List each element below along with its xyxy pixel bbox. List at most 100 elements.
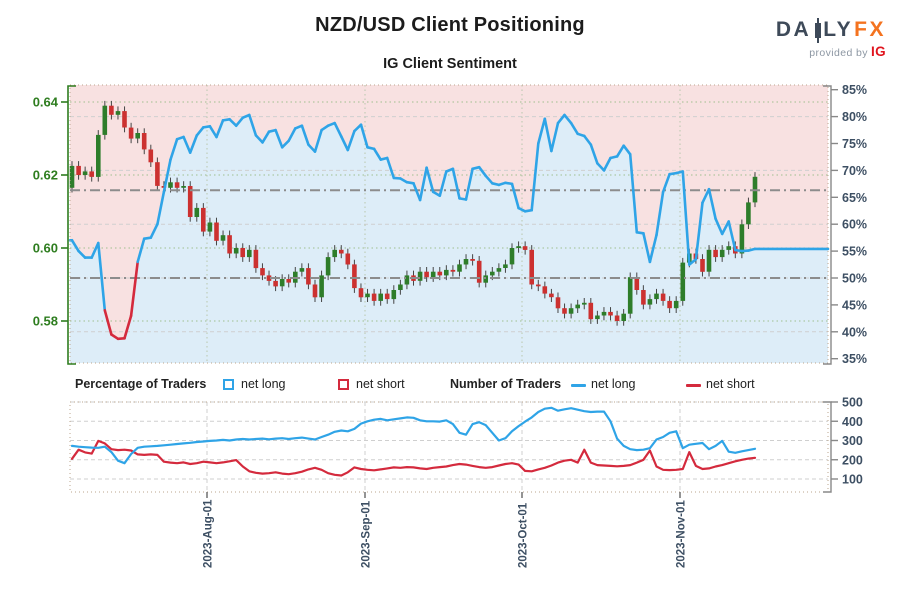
candle-down (450, 269, 456, 272)
candle-up (516, 246, 521, 248)
legend-number-of-traders: Number of Traders (450, 377, 562, 391)
candle-up (582, 302, 587, 305)
candle-up (575, 304, 580, 309)
net-short-square-icon (338, 379, 349, 390)
candle-down (76, 165, 81, 175)
candle-up (207, 222, 213, 232)
candle-up (398, 284, 403, 290)
candle-up (181, 186, 186, 188)
candlestick-series (69, 100, 758, 326)
pct-tick-label: 70% (842, 164, 867, 178)
date-tick-label: 2023-Sep-01 (361, 500, 373, 568)
price-tick-label: 0.58 (33, 314, 58, 329)
legend-pct-net-long: net long (241, 377, 286, 391)
dailyfx-wordmark: DA LY FX (776, 17, 886, 43)
candle-down (549, 293, 554, 298)
date-tick-label: 2023-Nov-01 (676, 500, 688, 568)
candle-down (614, 315, 620, 321)
net-long-line-icon (571, 384, 586, 387)
candle-down (227, 235, 232, 254)
candle-up (706, 249, 712, 272)
candle-down (660, 293, 666, 301)
candle-up (168, 182, 173, 188)
candle-up (135, 133, 140, 139)
count-tick-label: 300 (842, 434, 863, 448)
pct-tick-label: 45% (842, 298, 867, 312)
count-tick-label: 200 (842, 453, 863, 467)
candle-down (522, 246, 528, 250)
count-tick-label: 100 (842, 473, 863, 487)
candle-up (319, 275, 324, 298)
legend-pct-net-short: net short (356, 377, 405, 391)
pct-tick-label: 50% (842, 272, 867, 286)
legend-percentage-of-traders: Percentage of Traders (75, 377, 207, 391)
net-long-square-icon (223, 379, 234, 390)
candle-down (266, 275, 272, 281)
candle-down (667, 300, 672, 309)
price-tick-label: 0.60 (33, 241, 58, 256)
date-axis: 2023-Aug-01 2023-Sep-01 2023-Oct-01 2023-No… (203, 492, 688, 568)
candle-up (102, 105, 108, 135)
candle-down (358, 288, 364, 298)
candle-up (404, 275, 410, 285)
pct-tick-label: 80% (842, 110, 867, 124)
legend-num-net-short: net short (706, 377, 755, 391)
candle-up (503, 264, 508, 268)
candle-down (201, 207, 206, 232)
pct-tick-label: 65% (842, 191, 867, 205)
candle-down (260, 268, 265, 276)
pct-tick-label: 60% (842, 218, 867, 232)
count-tick-label: 400 (842, 415, 863, 429)
date-tick-label: 2023-Aug-01 (203, 499, 215, 568)
candle-down (562, 308, 567, 314)
candle-up (621, 313, 626, 321)
candle-down (312, 284, 318, 298)
legend-num-net-long: net long (591, 377, 636, 391)
pct-tick-label: 85% (842, 83, 867, 97)
candle-down (109, 105, 114, 115)
candle-down (89, 171, 94, 177)
candle-down (187, 186, 193, 217)
top-chart-price-sentiment (68, 84, 830, 364)
candle-up (746, 202, 751, 225)
logo-text-ly: LY (823, 18, 854, 41)
candle-down (128, 127, 134, 139)
candle-down (470, 259, 475, 261)
candle-up (69, 165, 75, 188)
candlestick-icon (815, 17, 822, 43)
candle-up (279, 279, 285, 287)
candle-up (365, 293, 370, 298)
candle-up (680, 262, 686, 301)
candle-up (82, 171, 88, 175)
candle-down (345, 253, 351, 265)
provided-by-line: provided by IG (776, 44, 886, 59)
candle-up (595, 315, 600, 320)
candle-up (96, 134, 101, 177)
date-tick-label: 2023-Oct-01 (518, 502, 530, 568)
blue-below-sentiment-fill (70, 115, 828, 363)
candle-up (490, 271, 495, 276)
candle-down (148, 149, 154, 163)
candle-down (155, 162, 160, 186)
page-title: NZD/USD Client Positioning (315, 14, 585, 36)
candle-up (444, 269, 449, 276)
candle-down (437, 271, 443, 276)
pct-tick-label: 75% (842, 137, 867, 151)
candle-down (634, 277, 640, 290)
candle-down (555, 297, 561, 309)
logo-text-fx: FX (854, 18, 886, 41)
count-tick-label: 500 (842, 396, 863, 410)
candle-down (641, 290, 646, 305)
candle-down (424, 271, 429, 278)
candle-up (299, 268, 305, 272)
candle-up (739, 224, 745, 254)
candle-down (253, 249, 259, 269)
candle-down (588, 302, 594, 320)
count-axis-right: 500 400 300 200 100 (823, 396, 863, 493)
candle-up (233, 248, 239, 254)
chart-legend: Percentage of Traders net long net short… (0, 374, 900, 396)
candle-down (384, 293, 390, 300)
candle-down (286, 279, 291, 283)
price-tick-label: 0.62 (33, 168, 58, 183)
